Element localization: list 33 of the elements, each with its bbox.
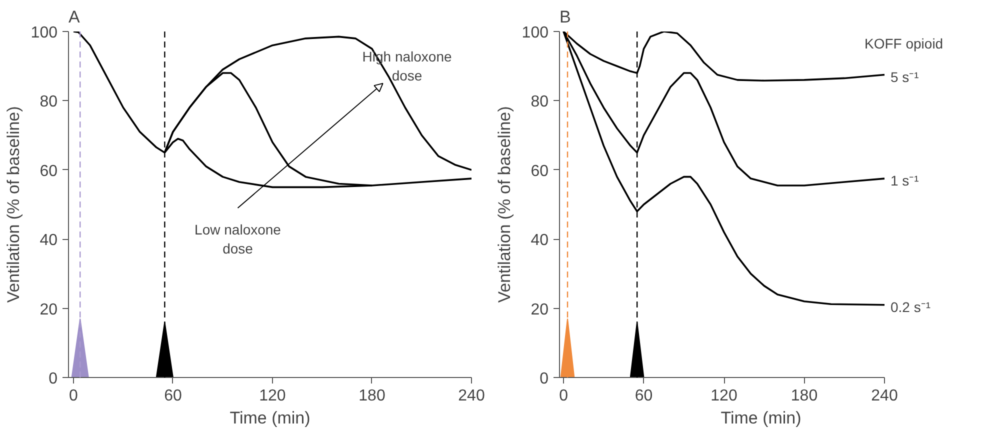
x-tick-label: 180 (358, 388, 386, 404)
y-tick-label: 0 (48, 370, 58, 388)
y-tick-label: 80 (530, 94, 549, 111)
x-tick-label: 60 (164, 388, 182, 404)
y-tick-label: 100 (522, 24, 549, 42)
x-tick-label: 180 (790, 388, 818, 404)
annotation: Low naloxone dose (194, 222, 282, 257)
series-label: 0.2 s⁻¹ (890, 298, 931, 315)
x-tick-label: 120 (259, 388, 286, 404)
y-tick-label: 100 (30, 24, 58, 42)
y-tick-label: 20 (530, 301, 549, 318)
x-tick-label: 240 (458, 388, 485, 404)
x-axis-title: Time (min) (720, 408, 802, 428)
x-tick-label: 0 (559, 388, 568, 404)
y-tick-label: 20 (40, 301, 58, 318)
y-tick-label: 40 (40, 232, 58, 250)
y-tick-label: 80 (40, 94, 58, 111)
x-tick-label: 120 (710, 388, 738, 404)
series-label: 1 s⁻¹ (890, 172, 920, 189)
y-tick-label: 60 (40, 162, 58, 180)
x-tick-label: 60 (634, 388, 653, 404)
x-tick-label: 0 (69, 388, 78, 404)
series-label: 5 s⁻¹ (890, 68, 920, 85)
chart-title: A (68, 8, 80, 26)
y-tick-label: 40 (530, 232, 549, 250)
y-tick-label: 60 (530, 162, 549, 180)
y-axis-title: Ventilation (% of baseline) (4, 106, 23, 303)
y-axis-title: Ventilation (% of baseline) (494, 106, 514, 303)
x-tick-label: 240 (871, 388, 898, 404)
x-axis-title: Time (min) (230, 408, 310, 428)
legend-title: KOFF opioid (864, 36, 944, 52)
chart-title: B (560, 8, 571, 26)
y-tick-label: 0 (540, 370, 549, 388)
